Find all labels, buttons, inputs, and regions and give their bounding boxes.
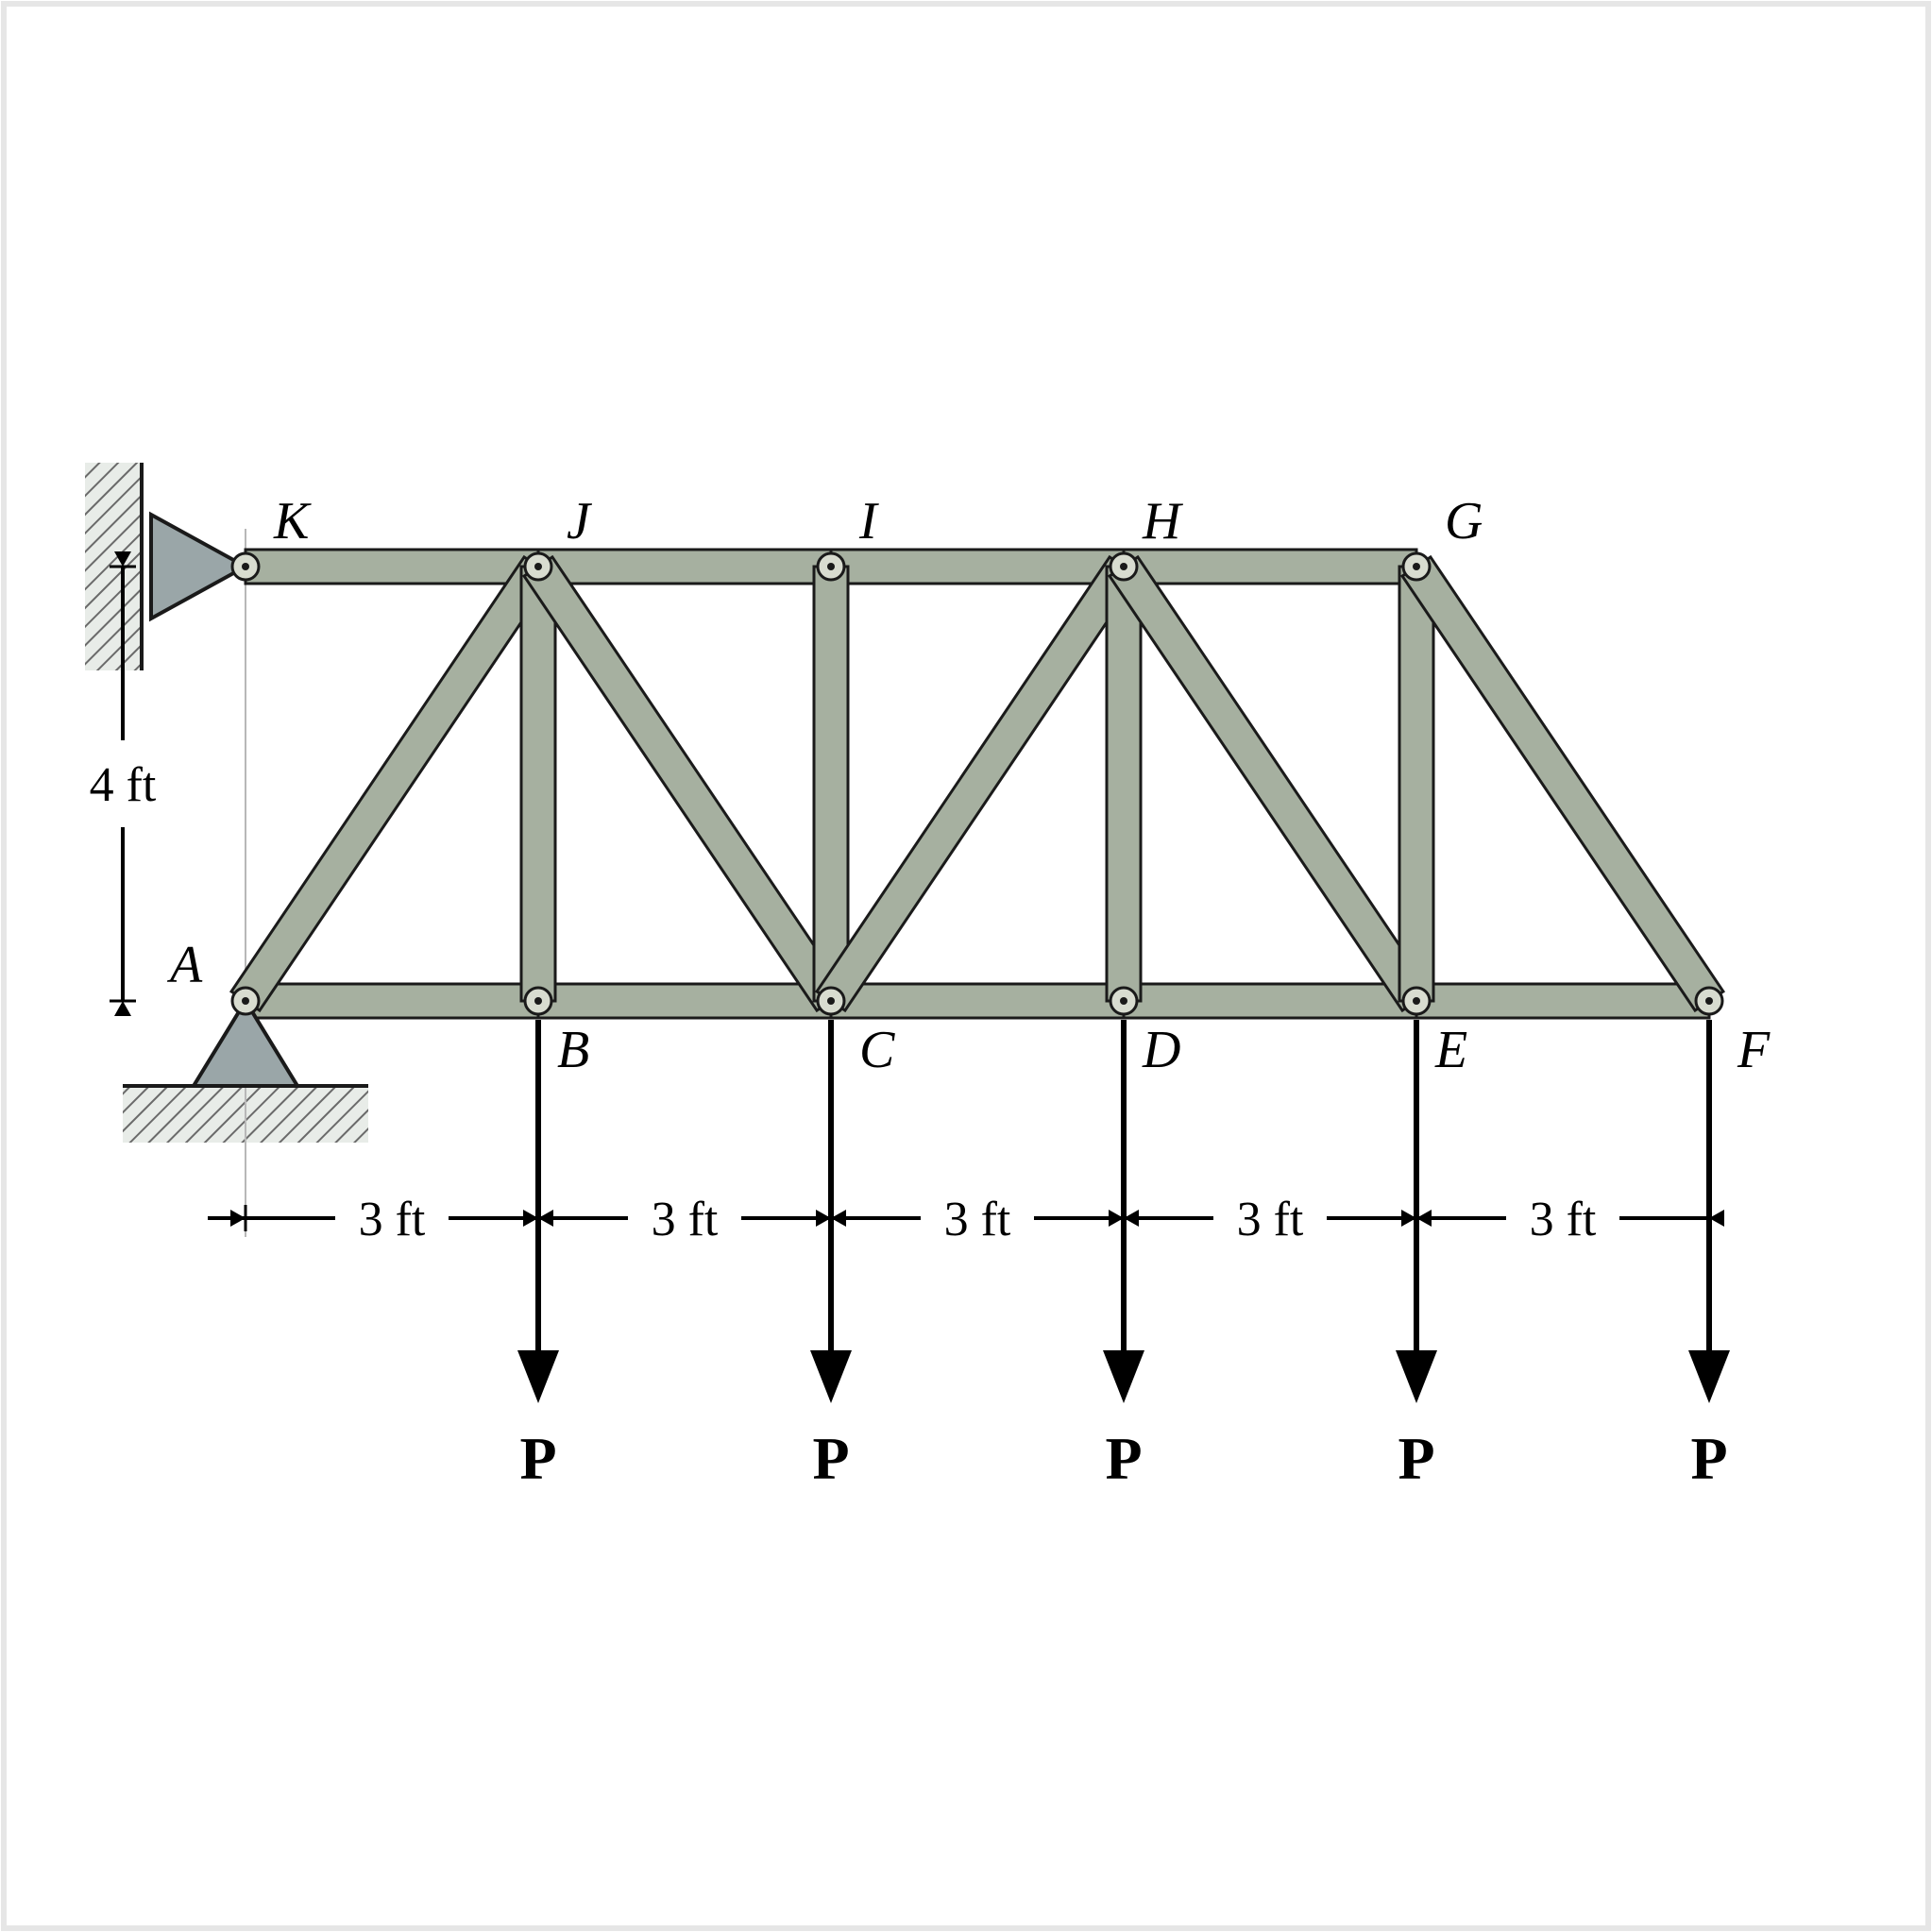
truss-diagram: A B C D E F K J I H G P P P P P 3 ft 3 ft 3 ft 3 ft 3 ft 4 ft [0, 0, 1932, 1932]
load-label-f: P [1690, 1425, 1727, 1492]
hdim-label-3: 3 ft [1237, 1193, 1304, 1246]
node-label-a: A [166, 936, 203, 994]
hdim-label-0: 3 ft [359, 1193, 426, 1246]
node-label-i: I [858, 492, 879, 551]
node-label-d: D [1142, 1021, 1180, 1079]
node-label-k: K [273, 492, 312, 551]
load-arrowhead-f [1688, 1350, 1730, 1403]
load-arrowhead-c [810, 1350, 852, 1403]
node-label-f: F [1737, 1021, 1771, 1079]
hdim-label-2: 3 ft [944, 1193, 1011, 1246]
load-label-c: P [812, 1425, 849, 1492]
load-label-d: P [1105, 1425, 1142, 1492]
load-arrowhead-d [1103, 1350, 1144, 1403]
hdim-label-1: 3 ft [652, 1193, 719, 1246]
load-arrowhead-e [1396, 1350, 1437, 1403]
load-arrowhead-b [517, 1350, 559, 1403]
image-border [4, 4, 1928, 1928]
vdim-label: 4 ft [90, 758, 157, 812]
node-label-c: C [859, 1021, 895, 1079]
hdim-label-4: 3 ft [1530, 1193, 1597, 1246]
node-label-j: J [567, 492, 593, 551]
node-label-g: G [1445, 492, 1483, 551]
node-label-e: E [1434, 1021, 1467, 1079]
truss-members [231, 550, 1723, 1018]
node-label-b: B [557, 1021, 589, 1079]
load-label-e: P [1398, 1425, 1434, 1492]
load-label-b: P [519, 1425, 556, 1492]
node-label-h: H [1142, 492, 1183, 551]
